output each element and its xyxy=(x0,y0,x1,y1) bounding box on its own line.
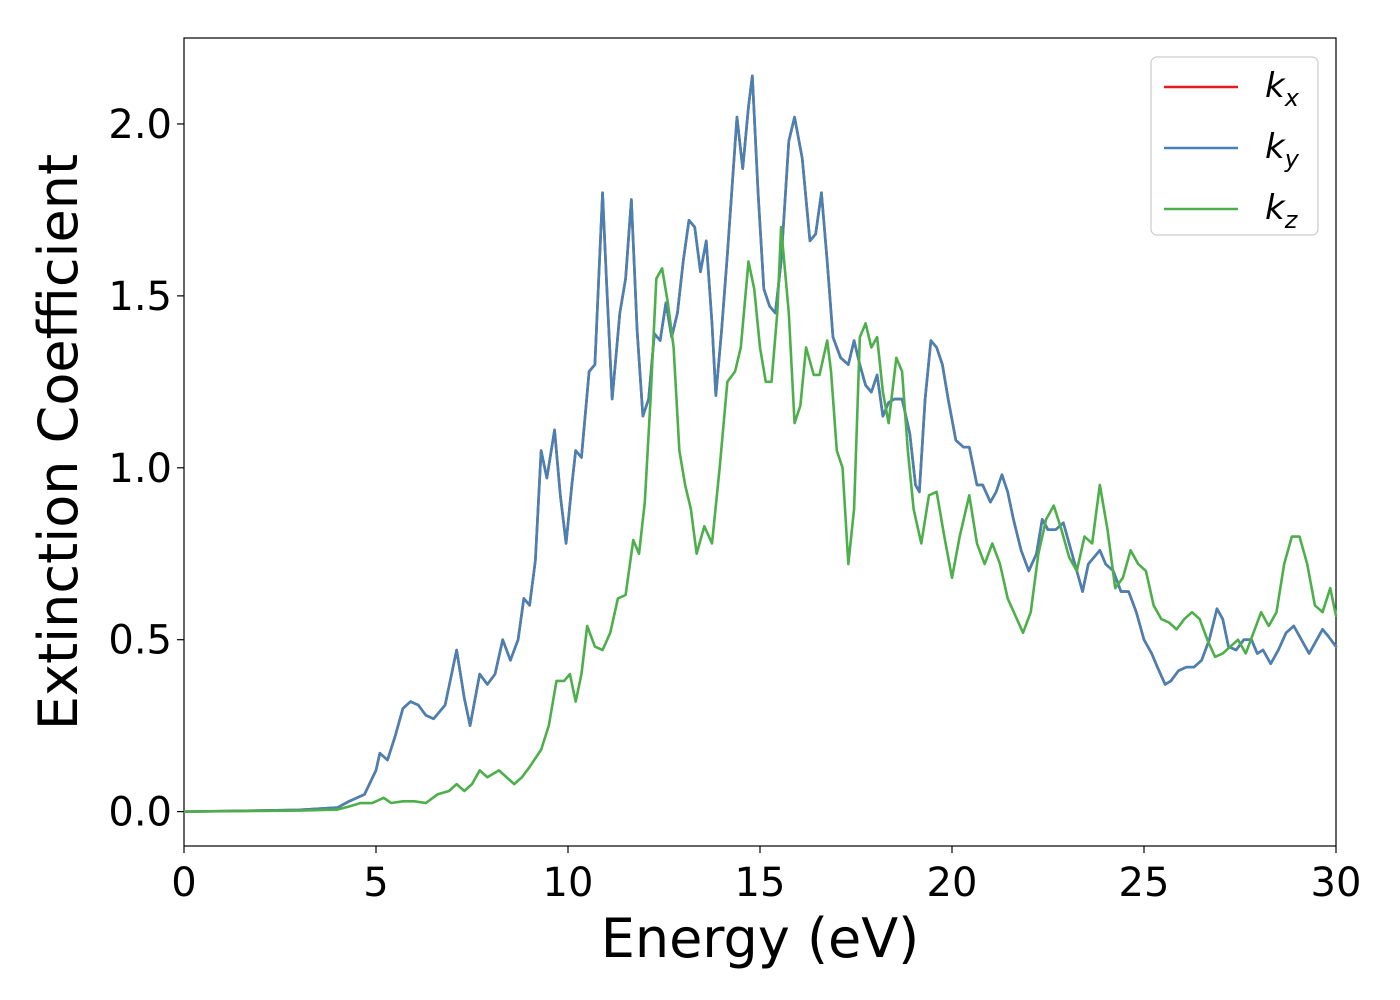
x-tick-label: 15 xyxy=(735,860,786,906)
y-tick-label: 2.0 xyxy=(108,102,172,148)
y-tick-label: 0.5 xyxy=(108,618,172,664)
series-layer xyxy=(182,74,1338,813)
series-line-k-z xyxy=(182,225,1338,813)
legend-label-k-y: ky xyxy=(1265,127,1300,173)
x-axis: 0 5 10 15 20 25 30 xyxy=(171,846,1361,906)
y-tick-label: 1.0 xyxy=(108,446,172,492)
legend-label-subscript: y xyxy=(1284,145,1300,173)
y-axis: 0.0 0.5 1.0 1.5 2.0 xyxy=(108,102,184,836)
y-axis-label: Extinction Coefficient xyxy=(27,154,90,730)
x-tick-label: 5 xyxy=(363,860,388,906)
x-tick-label: 20 xyxy=(927,860,978,906)
x-tick-label: 30 xyxy=(1311,860,1362,906)
legend-label-subscript: z xyxy=(1284,206,1299,234)
x-tick-label: 0 xyxy=(171,860,196,906)
y-tick-label: 1.5 xyxy=(108,274,172,320)
series-line-k-y xyxy=(182,74,1338,813)
x-tick-label: 10 xyxy=(543,860,594,906)
x-axis-label: Energy (eV) xyxy=(601,907,920,970)
legend-label-k-z: kz xyxy=(1265,188,1299,234)
legend-label-k-x: kx xyxy=(1265,66,1300,112)
legend-label-main: k xyxy=(1265,188,1286,228)
legend-label-main: k xyxy=(1265,127,1286,167)
y-tick-label: 0.0 xyxy=(108,790,172,836)
legend-box xyxy=(1150,56,1319,236)
x-tick-label: 25 xyxy=(1119,860,1170,906)
legend-label-main: k xyxy=(1265,66,1286,106)
legend-label-subscript: x xyxy=(1284,84,1300,112)
